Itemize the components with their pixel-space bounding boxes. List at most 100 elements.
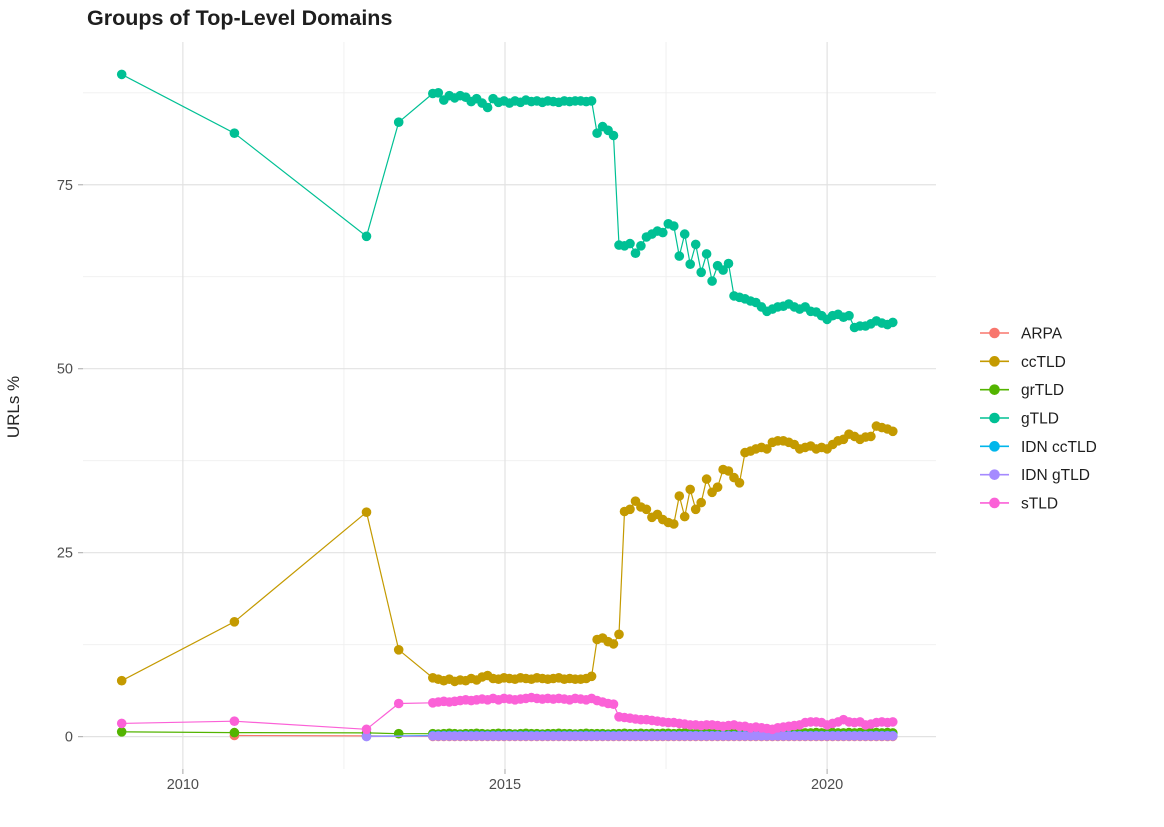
legend-label: ARPA (1021, 326, 1063, 343)
legend-label: IDN gTLD (1021, 467, 1090, 484)
data-point (696, 267, 706, 278)
legend-label: gTLD (1021, 410, 1059, 427)
legend-label: grTLD (1021, 382, 1064, 399)
data-series-layer (116, 69, 898, 742)
legend-key-dot (989, 327, 1000, 339)
data-point (636, 241, 646, 251)
legend-key-dot (989, 497, 1000, 509)
data-point (641, 504, 652, 515)
data-point (701, 249, 712, 259)
data-point (433, 88, 444, 98)
data-point (393, 728, 404, 739)
y-tick-label: 75 (57, 178, 73, 194)
legend-key-dot (989, 384, 1000, 395)
data-point (361, 507, 372, 517)
legend-key-dot (989, 356, 1000, 367)
data-point (674, 251, 685, 261)
series-idn-gtld (361, 731, 898, 742)
data-point (625, 504, 635, 515)
legend-item-gtld: gTLD (980, 410, 1059, 427)
data-point (888, 717, 898, 727)
data-point (723, 258, 734, 269)
data-point (690, 239, 701, 250)
data-point (690, 504, 701, 515)
y-tick-label: 50 (57, 362, 73, 378)
gridlines-minor (83, 42, 936, 769)
legend-label: sTLD (1021, 495, 1058, 512)
data-point (762, 444, 772, 454)
data-point (685, 484, 695, 495)
legend-key-dot (989, 412, 1000, 424)
data-point (229, 727, 240, 738)
data-point (888, 426, 898, 437)
legend-item-cctld: ccTLD (980, 354, 1066, 371)
data-point (723, 466, 734, 476)
axis-tick-labels: 2010 2015 2020 0 25 50 75 (57, 178, 843, 793)
legend-item-grtld: grTLD (980, 382, 1064, 399)
data-point (393, 645, 404, 655)
data-point (734, 478, 745, 488)
legend-key-dot (989, 441, 1000, 452)
x-tick-label: 2015 (489, 777, 521, 793)
chart-title: Groups of Top-Level Domains (87, 6, 392, 30)
data-point (586, 671, 597, 682)
data-point (393, 117, 404, 127)
data-point (229, 617, 240, 627)
data-point (718, 265, 728, 275)
data-point (608, 699, 619, 709)
x-tick-label: 2010 (167, 777, 199, 793)
data-point (701, 474, 712, 484)
series-cctld (116, 421, 898, 687)
data-point (712, 482, 723, 493)
data-point (685, 259, 695, 270)
data-point (866, 431, 876, 442)
data-point (669, 519, 679, 529)
data-point (229, 128, 240, 138)
data-point (844, 310, 854, 321)
data-point (393, 698, 404, 709)
legend-item-idn-gtld: IDN gTLD (980, 467, 1090, 484)
data-point (888, 731, 898, 741)
legend-item-stld: sTLD (980, 495, 1058, 512)
data-point (630, 248, 641, 258)
series-stld (116, 692, 898, 735)
legend-label: IDN ccTLD (1021, 439, 1097, 456)
data-point (116, 69, 127, 80)
axis-tick-marks (78, 184, 828, 774)
legend-item-idn-cctld: IDN ccTLD (980, 439, 1097, 456)
data-point (888, 317, 898, 328)
data-point (116, 718, 127, 729)
y-tick-label: 0 (65, 730, 73, 746)
data-point (707, 276, 717, 286)
y-tick-label: 25 (57, 546, 73, 562)
legend-label: ccTLD (1021, 354, 1066, 371)
x-tick-label: 2020 (811, 777, 843, 793)
data-point (482, 102, 493, 113)
data-point (361, 724, 372, 735)
data-point (229, 716, 240, 726)
series-gtld (116, 69, 898, 333)
data-point (679, 229, 690, 239)
data-point (696, 497, 706, 508)
data-point (608, 130, 619, 141)
legend-key-dot (989, 469, 1000, 480)
legend: ARPA ccTLD grTLD gTLD IDN ccTLD IDN gTLD sTLD (980, 326, 1097, 512)
data-point (608, 639, 619, 649)
data-point (625, 238, 635, 249)
data-point (361, 231, 372, 242)
data-point (674, 491, 685, 501)
legend-item-arpa: ARPA (980, 326, 1063, 343)
data-point (679, 511, 690, 522)
data-point (614, 629, 624, 640)
data-point (658, 227, 668, 238)
data-point (669, 221, 679, 231)
y-axis-title: URLs % (4, 376, 23, 438)
data-point (592, 128, 602, 138)
data-point (116, 675, 127, 686)
data-point (116, 727, 127, 737)
data-point (361, 731, 372, 742)
data-point (586, 96, 597, 106)
